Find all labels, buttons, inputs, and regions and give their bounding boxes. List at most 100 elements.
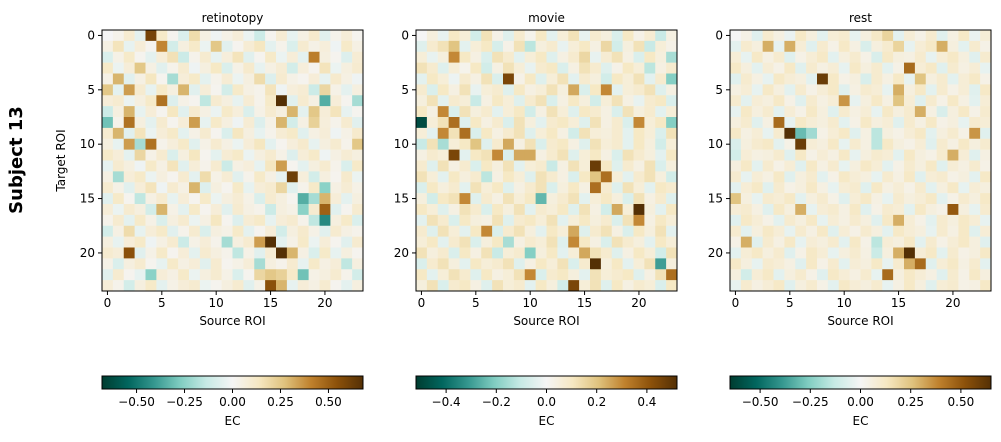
heatmap-cell [914, 214, 927, 227]
heatmap-cell [232, 204, 244, 216]
heatmap-cell [221, 62, 233, 74]
heatmap-cell [102, 73, 114, 85]
heatmap-cell [622, 280, 634, 292]
heatmap-cell [308, 40, 320, 53]
heatmap-cell [784, 160, 796, 172]
heatmap-cell [416, 117, 428, 129]
heatmap-cell [352, 84, 364, 96]
heatmap-cell [773, 40, 785, 53]
heatmap-cell [265, 225, 277, 237]
x-axis-label: Source ROI [199, 314, 265, 328]
heatmap-cell [947, 258, 959, 270]
heatmap-cell [784, 106, 796, 118]
heatmap-cell [232, 127, 244, 140]
heatmap-cell [611, 204, 623, 216]
heatmap-cell [936, 182, 948, 194]
heatmap-cell [579, 73, 591, 85]
heatmap-cell [503, 95, 515, 107]
heatmap-cell [784, 138, 796, 150]
heatmap-cell [871, 117, 883, 129]
heatmap-cell [437, 62, 449, 74]
heatmap-cell [330, 138, 342, 150]
heatmap-cell [210, 280, 222, 292]
heatmap-cell [817, 138, 829, 150]
heatmap-cell [751, 236, 763, 248]
heatmap-cell [178, 138, 190, 150]
heatmap-cell [243, 62, 255, 74]
heatmap-cell [459, 280, 471, 292]
heatmap-cell [611, 193, 623, 205]
heatmap-cell [633, 269, 645, 281]
heatmap-cell [145, 51, 157, 63]
heatmap-cell [947, 247, 959, 259]
heatmap-cell [524, 30, 536, 42]
heatmap-cell [557, 127, 569, 140]
heatmap-cell [546, 171, 558, 183]
heatmap-cell [448, 138, 460, 150]
heatmap-cell [893, 30, 905, 42]
heatmap-cell [352, 40, 364, 53]
heatmap-cell [914, 106, 927, 118]
heatmap-cell [308, 214, 320, 227]
heatmap-cell [167, 171, 179, 183]
heatmap-cell [860, 73, 872, 85]
heatmap-cell [221, 73, 233, 85]
heatmap-cell [134, 193, 146, 205]
heatmap-cell [286, 138, 299, 150]
heatmap-cell [590, 40, 602, 53]
heatmap-cell [232, 51, 244, 63]
heatmap-cell [980, 160, 992, 172]
heatmap-cell [795, 117, 807, 129]
heatmap-cell [243, 193, 255, 205]
heatmap-cell [221, 51, 233, 63]
heatmap-cell [448, 269, 460, 281]
heatmap-cell [167, 127, 179, 140]
heatmap-cell [112, 73, 125, 85]
heatmap-cell [276, 160, 288, 172]
heatmap-cell [893, 225, 905, 237]
heatmap-cell [448, 236, 460, 248]
heatmap-cell [513, 30, 526, 42]
heatmap-cell [352, 280, 364, 292]
colorbar-gradient [730, 376, 991, 389]
heatmap-cell [882, 62, 894, 74]
heatmap-cell [503, 117, 515, 129]
heatmap-cell [341, 138, 353, 150]
heatmap-cell [849, 193, 861, 205]
heatmap-cell [265, 204, 277, 216]
heatmap-cell [470, 160, 482, 172]
heatmap-cell [817, 269, 829, 281]
heatmap-cell [590, 214, 602, 227]
heatmap-cell [925, 193, 937, 205]
heatmap-cell [134, 269, 146, 281]
heatmap-cell [232, 40, 244, 53]
heatmap-cell [276, 269, 288, 281]
axes-frame [729, 29, 992, 292]
heatmap-cell [958, 214, 970, 227]
heatmap-cell [265, 84, 277, 96]
heatmap-cell [178, 40, 190, 53]
heatmap-cell [740, 149, 753, 161]
heatmap-cell [827, 73, 840, 85]
heatmap-cell [210, 193, 222, 205]
heatmap-cell [319, 214, 331, 227]
heatmap-cell [871, 149, 883, 161]
heatmap-cell [535, 269, 547, 281]
heatmap-cell [827, 269, 840, 281]
heatmap-cell [633, 258, 645, 270]
heatmap-cell [297, 193, 309, 205]
heatmap-cell [925, 280, 937, 292]
heatmap-cell [644, 138, 656, 150]
heatmap-cell [730, 182, 742, 194]
heatmap-cell [751, 51, 763, 63]
heatmap-cell [254, 30, 266, 42]
heatmap-cell [254, 160, 266, 172]
heatmap-cell [936, 236, 948, 248]
heatmap-cell [730, 62, 742, 74]
heatmap-cell [579, 171, 591, 183]
heatmap-cell [568, 258, 580, 270]
heatmap-cell [838, 127, 850, 140]
heatmap-cell [470, 95, 482, 107]
heatmap-cell [199, 106, 212, 118]
heatmap-cell [914, 117, 927, 129]
